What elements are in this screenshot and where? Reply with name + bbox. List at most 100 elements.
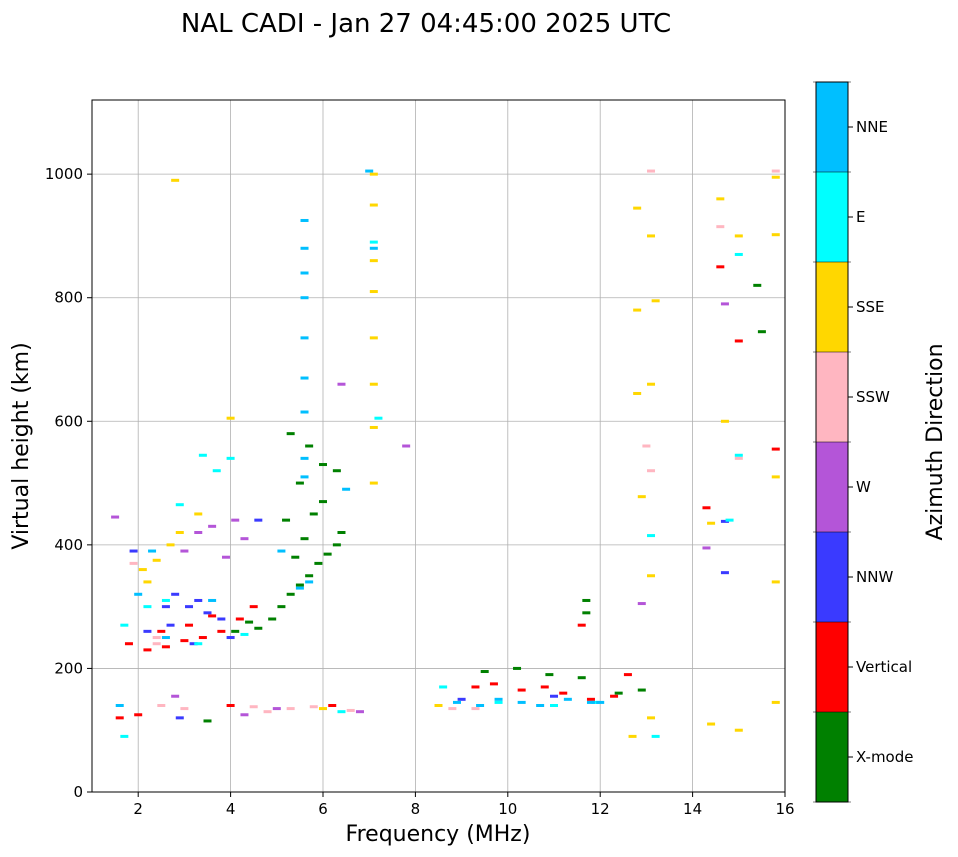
- data-point: [633, 391, 642, 395]
- colorbar-segment: [816, 442, 848, 532]
- data-point: [637, 688, 646, 692]
- data-point: [628, 734, 637, 738]
- colorbar-label: E: [856, 208, 865, 226]
- colorbar-label: SSW: [856, 388, 890, 406]
- data-point: [536, 704, 545, 707]
- data-point: [208, 598, 217, 602]
- data-point: [231, 629, 240, 633]
- data-point: [337, 531, 346, 534]
- data-point: [702, 546, 711, 550]
- data-point: [175, 531, 184, 534]
- data-point: [757, 330, 766, 334]
- y-tick-label: 400: [54, 536, 83, 554]
- data-point: [610, 694, 619, 698]
- data-point: [716, 197, 725, 201]
- colorbar-frame: [815, 81, 849, 803]
- data-point: [452, 700, 461, 704]
- data-point: [115, 704, 124, 707]
- data-point: [771, 169, 780, 173]
- data-point: [134, 713, 143, 717]
- data-point: [582, 611, 591, 615]
- data-point: [254, 518, 263, 522]
- data-point: [647, 534, 656, 538]
- data-point: [771, 447, 780, 451]
- colorbar: X-mode Vertical NNW W SSW SSE E NNE: [813, 81, 913, 803]
- data-point: [111, 515, 120, 519]
- data-point: [240, 537, 249, 541]
- data-point: [647, 469, 656, 473]
- data-point: [194, 531, 203, 534]
- data-point: [305, 574, 314, 578]
- data-point: [725, 518, 734, 522]
- data-point: [157, 704, 166, 707]
- data-point: [346, 708, 355, 712]
- x-tick-label: 2: [133, 800, 143, 818]
- data-point: [480, 670, 489, 674]
- colorbar-segment: [816, 262, 848, 352]
- data-point: [517, 688, 526, 692]
- data-point: [143, 648, 152, 652]
- data-point: [323, 552, 332, 556]
- data-point: [198, 453, 207, 457]
- data-point: [300, 218, 309, 222]
- series-vertical: [115, 265, 780, 720]
- data-point: [647, 574, 656, 578]
- data-point: [208, 614, 217, 618]
- data-point: [369, 425, 378, 429]
- data-point: [637, 602, 646, 606]
- data-point: [240, 713, 249, 717]
- data-point: [720, 571, 729, 575]
- data-point: [476, 704, 485, 707]
- data-point: [180, 639, 189, 643]
- colorbar-segment: [816, 712, 848, 802]
- data-point: [295, 583, 304, 587]
- data-point: [203, 611, 212, 615]
- data-point: [263, 710, 272, 714]
- colorbar-label: NNE: [856, 118, 888, 136]
- colorbar-label: X-mode: [856, 748, 913, 766]
- data-point: [268, 617, 277, 621]
- data-point: [185, 605, 194, 609]
- data-point: [596, 700, 605, 704]
- grid-lines: [92, 100, 786, 793]
- data-point: [161, 645, 170, 649]
- data-point: [332, 543, 341, 547]
- data-point: [194, 512, 203, 516]
- data-point: [309, 512, 318, 516]
- data-point: [194, 642, 203, 646]
- data-point: [771, 700, 780, 704]
- data-point: [471, 685, 480, 689]
- x-axis-ticks: 2 4 6 8 10 12 14 16: [133, 792, 795, 818]
- data-point: [221, 555, 230, 559]
- data-point: [180, 707, 189, 711]
- data-point: [217, 617, 226, 621]
- data-point: [143, 580, 152, 584]
- data-point: [716, 265, 725, 269]
- data-point: [300, 246, 309, 250]
- data-point: [337, 382, 346, 386]
- data-point: [439, 685, 448, 689]
- data-point: [494, 697, 503, 701]
- data-point: [720, 419, 729, 423]
- data-point: [143, 629, 152, 633]
- data-point: [175, 716, 184, 720]
- data-point: [720, 519, 729, 523]
- data-point: [771, 175, 780, 179]
- data-point: [226, 704, 235, 707]
- data-point: [702, 506, 711, 510]
- data-point: [734, 456, 743, 460]
- data-point: [314, 561, 323, 565]
- y-axis-label: Virtual height (km): [9, 342, 34, 549]
- data-point: [734, 234, 743, 238]
- data-point: [369, 259, 378, 263]
- data-point: [771, 233, 780, 237]
- data-point: [734, 339, 743, 343]
- data-point: [614, 691, 623, 695]
- data-point: [203, 719, 212, 723]
- data-points: [111, 169, 780, 738]
- data-point: [300, 336, 309, 340]
- data-point: [586, 697, 595, 701]
- data-point: [540, 685, 549, 689]
- data-point: [300, 376, 309, 380]
- data-point: [374, 416, 383, 420]
